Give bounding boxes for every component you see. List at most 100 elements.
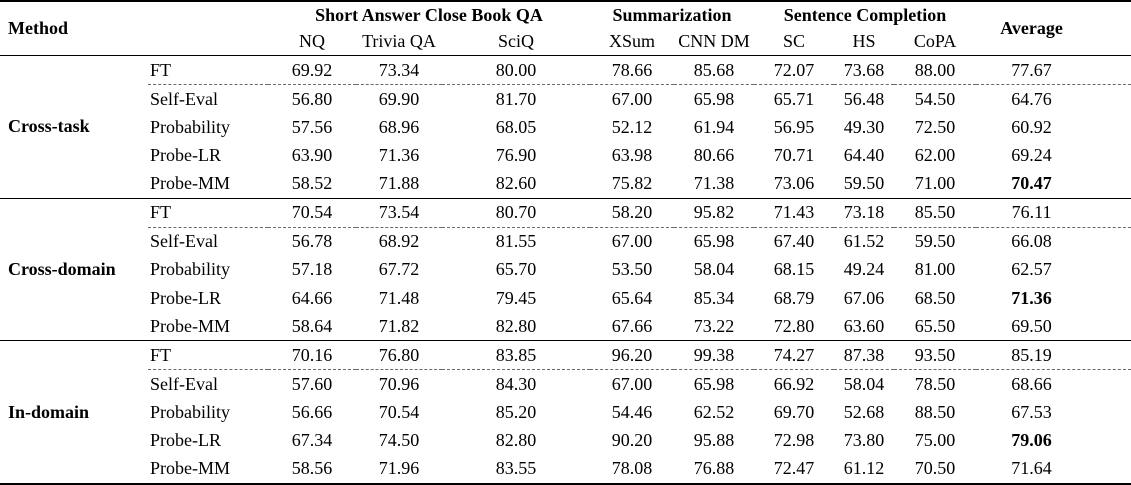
- score-cell: 79.45: [495, 287, 537, 308]
- score-cell: 49.30: [843, 116, 885, 137]
- score-cell: 67.66: [611, 315, 653, 336]
- score-cell: 68.79: [773, 287, 815, 308]
- header-row-groups: Method Short Answer Close Book QA Summar…: [0, 1, 1131, 38]
- table-row: Probability 56.66 70.54 85.20 54.46 62.52 69.7…: [0, 399, 1131, 427]
- score-cell: 67.00: [611, 88, 653, 109]
- average-cell: 67.53: [1011, 402, 1052, 423]
- score-cell: 85.68: [674, 55, 755, 86]
- score-cell: 67.40: [773, 231, 815, 252]
- subheader-nq: NQ: [299, 30, 325, 51]
- method-cell: Self-Eval: [150, 231, 218, 252]
- score-cell: 71.88: [378, 173, 420, 194]
- table-row: In-domain FT 70.16 76.80 83.85 96.20 99.38 74.2…: [0, 340, 1131, 422]
- score-cell: 61.52: [843, 231, 885, 252]
- score-cell: 68.92: [378, 231, 420, 252]
- score-cell: 82.80: [495, 315, 537, 336]
- method-cell: FT: [148, 340, 268, 371]
- score-cell: 65.98: [693, 231, 735, 252]
- header-group-sentence-completion: Sentence Completion: [783, 4, 947, 25]
- method-cell: FT: [148, 198, 268, 228]
- score-cell: 53.50: [611, 259, 653, 280]
- average-cell: 69.50: [1011, 315, 1052, 336]
- score-cell: 83.55: [495, 458, 537, 479]
- score-cell: 57.60: [291, 374, 333, 395]
- score-cell: 52.68: [843, 402, 885, 423]
- score-cell: 81.55: [495, 231, 537, 252]
- table-row: Probe-LR 64.66 71.48 79.45 65.64 85.34 68.79 67…: [0, 284, 1131, 312]
- average-cell: 77.67: [976, 55, 1131, 86]
- subheader-cnn-dm: CNN DM: [678, 30, 750, 51]
- score-cell: 72.50: [914, 116, 956, 137]
- score-cell: 72.07: [754, 55, 835, 86]
- score-cell: 70.16: [268, 340, 356, 371]
- score-cell: 76.90: [495, 144, 537, 165]
- method-cell: Probe-MM: [150, 173, 230, 194]
- row-group-label: Cross-domain: [8, 258, 116, 279]
- score-cell: 58.20: [590, 198, 675, 228]
- score-cell: 56.48: [843, 88, 885, 109]
- score-cell: 58.64: [291, 315, 333, 336]
- score-cell: 73.80: [843, 430, 885, 451]
- table-row: Probability 57.56 68.96 68.05 52.12 61.94 56.9…: [0, 113, 1131, 141]
- score-cell: 58.04: [693, 259, 735, 280]
- row-group-label: In-domain: [8, 401, 90, 422]
- score-cell: 88.00: [894, 55, 977, 86]
- average-cell: 69.24: [1011, 144, 1052, 165]
- method-cell: Probe-MM: [150, 315, 230, 336]
- score-cell: 73.54: [356, 198, 442, 228]
- header-average: Average: [1000, 17, 1063, 38]
- method-cell: Probability: [150, 259, 230, 280]
- score-cell: 85.50: [894, 198, 977, 228]
- score-cell: 73.34: [356, 55, 442, 86]
- table-row: Probe-MM 58.56 71.96 83.55 78.08 76.88 72.47 61…: [0, 455, 1131, 484]
- score-cell: 81.70: [495, 88, 537, 109]
- table-row: Probe-MM 58.52 71.88 82.60 75.82 71.38 73.06 59…: [0, 169, 1131, 198]
- score-cell: 75.00: [914, 430, 956, 451]
- score-cell: 81.00: [914, 259, 956, 280]
- score-cell: 54.50: [914, 88, 956, 109]
- table-row: Cross-task FT 69.92 73.34 80.00 78.66 85.68 72.…: [0, 55, 1131, 136]
- method-cell: Probability: [150, 402, 230, 423]
- subheader-trivia-qa: Trivia QA: [362, 30, 436, 51]
- average-cell: 68.66: [1011, 374, 1052, 395]
- score-cell: 65.71: [773, 88, 815, 109]
- table-row: Probability 57.18 67.72 65.70 53.50 58.04 68.1…: [0, 256, 1131, 284]
- score-cell: 70.71: [773, 144, 815, 165]
- average-cell: 64.76: [1011, 88, 1052, 109]
- score-cell: 64.66: [291, 287, 333, 308]
- score-cell: 65.98: [693, 374, 735, 395]
- score-cell: 67.00: [611, 374, 653, 395]
- score-cell: 76.80: [356, 340, 442, 371]
- score-cell: 80.66: [693, 144, 735, 165]
- score-cell: 73.68: [834, 55, 895, 86]
- score-cell: 74.27: [754, 340, 835, 371]
- score-cell: 56.95: [773, 116, 815, 137]
- subheader-sciq: SciQ: [498, 30, 535, 51]
- subheader-sc: SC: [783, 30, 806, 51]
- score-cell: 57.56: [291, 116, 333, 137]
- score-cell: 87.38: [834, 340, 895, 371]
- score-cell: 64.40: [843, 144, 885, 165]
- score-cell: 63.98: [611, 144, 653, 165]
- score-cell: 68.05: [495, 116, 537, 137]
- score-cell: 71.96: [378, 458, 420, 479]
- row-group-cross-domain: Cross-domain FT 70.54 73.54 80.70 58.20 95.82 7…: [0, 198, 1131, 341]
- score-cell: 72.47: [773, 458, 815, 479]
- score-cell: 54.46: [611, 402, 653, 423]
- table-row: Self-Eval 56.80 69.90 81.70 67.00 65.98 65.71 5…: [0, 85, 1131, 114]
- score-cell: 65.50: [914, 315, 956, 336]
- score-cell: 83.85: [442, 340, 591, 371]
- header-group-short-answer-qa: Short Answer Close Book QA: [315, 4, 543, 25]
- score-cell: 71.00: [914, 173, 956, 194]
- header-row-datasets: NQ Trivia QA SciQ XSum CNN DM SC HS CoPA: [0, 29, 1131, 56]
- score-cell: 56.78: [291, 231, 333, 252]
- subheader-copa: CoPA: [913, 30, 957, 51]
- score-cell: 71.48: [378, 287, 420, 308]
- score-cell: 88.50: [914, 402, 956, 423]
- score-cell: 96.20: [590, 340, 675, 371]
- row-group-label: Cross-task: [8, 116, 90, 137]
- score-cell: 58.52: [291, 173, 333, 194]
- table-row: Cross-domain FT 70.54 73.54 80.70 58.20 95.82 7…: [0, 198, 1131, 279]
- score-cell: 99.38: [674, 340, 755, 371]
